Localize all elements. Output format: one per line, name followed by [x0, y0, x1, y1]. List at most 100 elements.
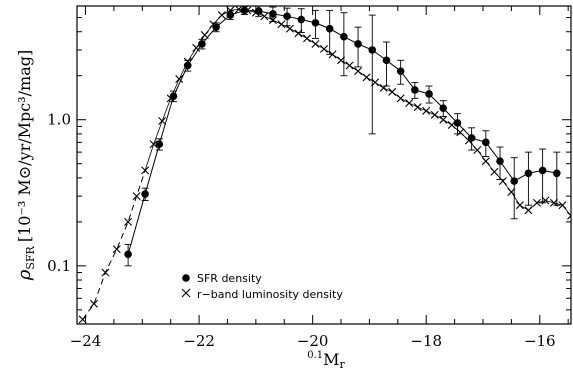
y-axis-title-units: [10⁻³ M⊙/yr/Mpc³/mag]	[15, 50, 34, 242]
luminosity-point	[524, 206, 533, 215]
y-axis-title: ρSFR [10⁻³ M⊙/yr/Mpc³/mag]	[14, 50, 37, 281]
x-tick-label: −22	[183, 332, 215, 350]
x-axis-title: 0.1Mr	[307, 350, 345, 371]
sfr-point	[553, 169, 561, 178]
y-axis-title-sub: SFR	[24, 245, 37, 269]
luminosity-point	[345, 61, 354, 70]
sfr-point	[482, 138, 490, 147]
sfr-point	[496, 157, 504, 166]
luminosity-point	[124, 217, 133, 226]
sfr-point	[439, 104, 448, 112]
sfr-errorbar	[368, 14, 376, 135]
luminosity-point	[481, 157, 490, 166]
x-tick-label: −16	[524, 332, 556, 350]
sfr-point	[396, 67, 405, 75]
series-sfr	[124, 6, 561, 267]
x-tick-label: −24	[70, 332, 102, 350]
luminosity-point	[515, 201, 524, 210]
sfr-point	[283, 12, 291, 21]
x-axis-title-main: M	[323, 350, 339, 369]
luminosity-line-dashed	[82, 170, 146, 320]
luminosity-point	[413, 103, 422, 112]
luminosity-point	[473, 146, 482, 155]
sfr-point	[340, 32, 348, 41]
sfr-point	[183, 61, 192, 70]
sfr-point	[155, 140, 164, 148]
sfr-point	[382, 56, 391, 65]
sfr-point	[240, 6, 249, 15]
luminosity-point	[388, 87, 397, 96]
luminosity-point	[311, 39, 320, 48]
luminosity-point	[90, 299, 99, 308]
svg-text:0.1Mr: 0.1Mr	[307, 350, 345, 371]
y-tick-label: 0.1	[47, 257, 71, 275]
sfr-point	[453, 119, 462, 127]
luminosity-point	[175, 74, 184, 83]
sfr-point	[425, 90, 433, 98]
legend-label-sfr: SFR density	[197, 272, 262, 285]
y-tick-label: 1.0	[47, 111, 71, 129]
luminosity-point	[141, 166, 150, 175]
sfr-point	[198, 40, 206, 48]
luminosity-point	[320, 44, 328, 53]
sfr-point	[368, 46, 377, 54]
luminosity-point	[285, 24, 294, 33]
luminosity-point	[558, 201, 567, 210]
sfr-point	[538, 166, 547, 175]
luminosity-point	[277, 20, 286, 29]
luminosity-point	[490, 167, 499, 176]
sfr-point	[269, 10, 277, 18]
legend-label-luminosity: r−band luminosity density	[197, 288, 343, 301]
luminosity-point	[362, 73, 371, 82]
sfr-point	[311, 19, 320, 27]
luminosity-point	[567, 211, 571, 220]
luminosity-point	[532, 198, 541, 207]
sfr-point	[226, 11, 235, 19]
axes: −24 −22 −20 −18 −16 0.1 1.0	[47, 5, 572, 350]
sfr-errorbar	[510, 157, 518, 220]
x-axis-title-prefix: 0.1	[307, 350, 323, 361]
sfr-point	[124, 250, 132, 259]
x-axis-title-sub: r	[340, 358, 346, 371]
legend: SFR density r−band luminosity density	[181, 272, 343, 301]
sfr-errorbar	[524, 151, 532, 206]
luminosity-point	[405, 99, 414, 108]
sfr-point	[169, 92, 178, 100]
sfr-point	[141, 190, 149, 198]
sfr-point	[212, 23, 220, 31]
sfr-point	[510, 177, 519, 185]
sfr-point	[254, 7, 263, 15]
luminosity-point	[354, 67, 363, 76]
sfr-point	[524, 169, 533, 178]
sfr-point	[297, 15, 306, 24]
legend-marker-luminosity	[181, 288, 191, 298]
legend-marker-sfr	[182, 274, 190, 282]
luminosity-point	[158, 117, 167, 125]
luminosity-point	[112, 245, 121, 254]
luminosity-point	[439, 115, 448, 124]
x-tick-label: −18	[410, 332, 442, 350]
sfr-point	[467, 134, 476, 142]
luminosity-point	[260, 12, 269, 21]
luminosity-point	[132, 192, 141, 201]
x-tick-label: −20	[297, 332, 329, 350]
sfr-errorbar	[539, 148, 547, 204]
sfr-point	[325, 24, 334, 33]
luminosity-point	[149, 140, 158, 149]
luminosity-point	[430, 110, 439, 119]
y-axis-title-rho: ρ	[14, 269, 35, 281]
luminosity-point	[302, 34, 311, 43]
sfr-point	[354, 40, 362, 48]
sfr-errorbar	[553, 151, 561, 206]
sfr-point	[411, 86, 419, 94]
luminosity-point	[422, 106, 431, 115]
plot-area	[78, 6, 571, 324]
luminosity-point	[217, 11, 226, 20]
sfr-errorbar	[340, 12, 348, 77]
sfr-line	[127, 9, 557, 255]
svg-text:ρSFR[10⁻³ M⊙/yr/Mpc³/mag]: ρSFR [10⁻³ M⊙/yr/Mpc³/mag]	[14, 50, 37, 281]
plot-frame	[76, 5, 572, 325]
luminosity-point	[101, 268, 110, 277]
luminosity-point	[396, 94, 405, 103]
